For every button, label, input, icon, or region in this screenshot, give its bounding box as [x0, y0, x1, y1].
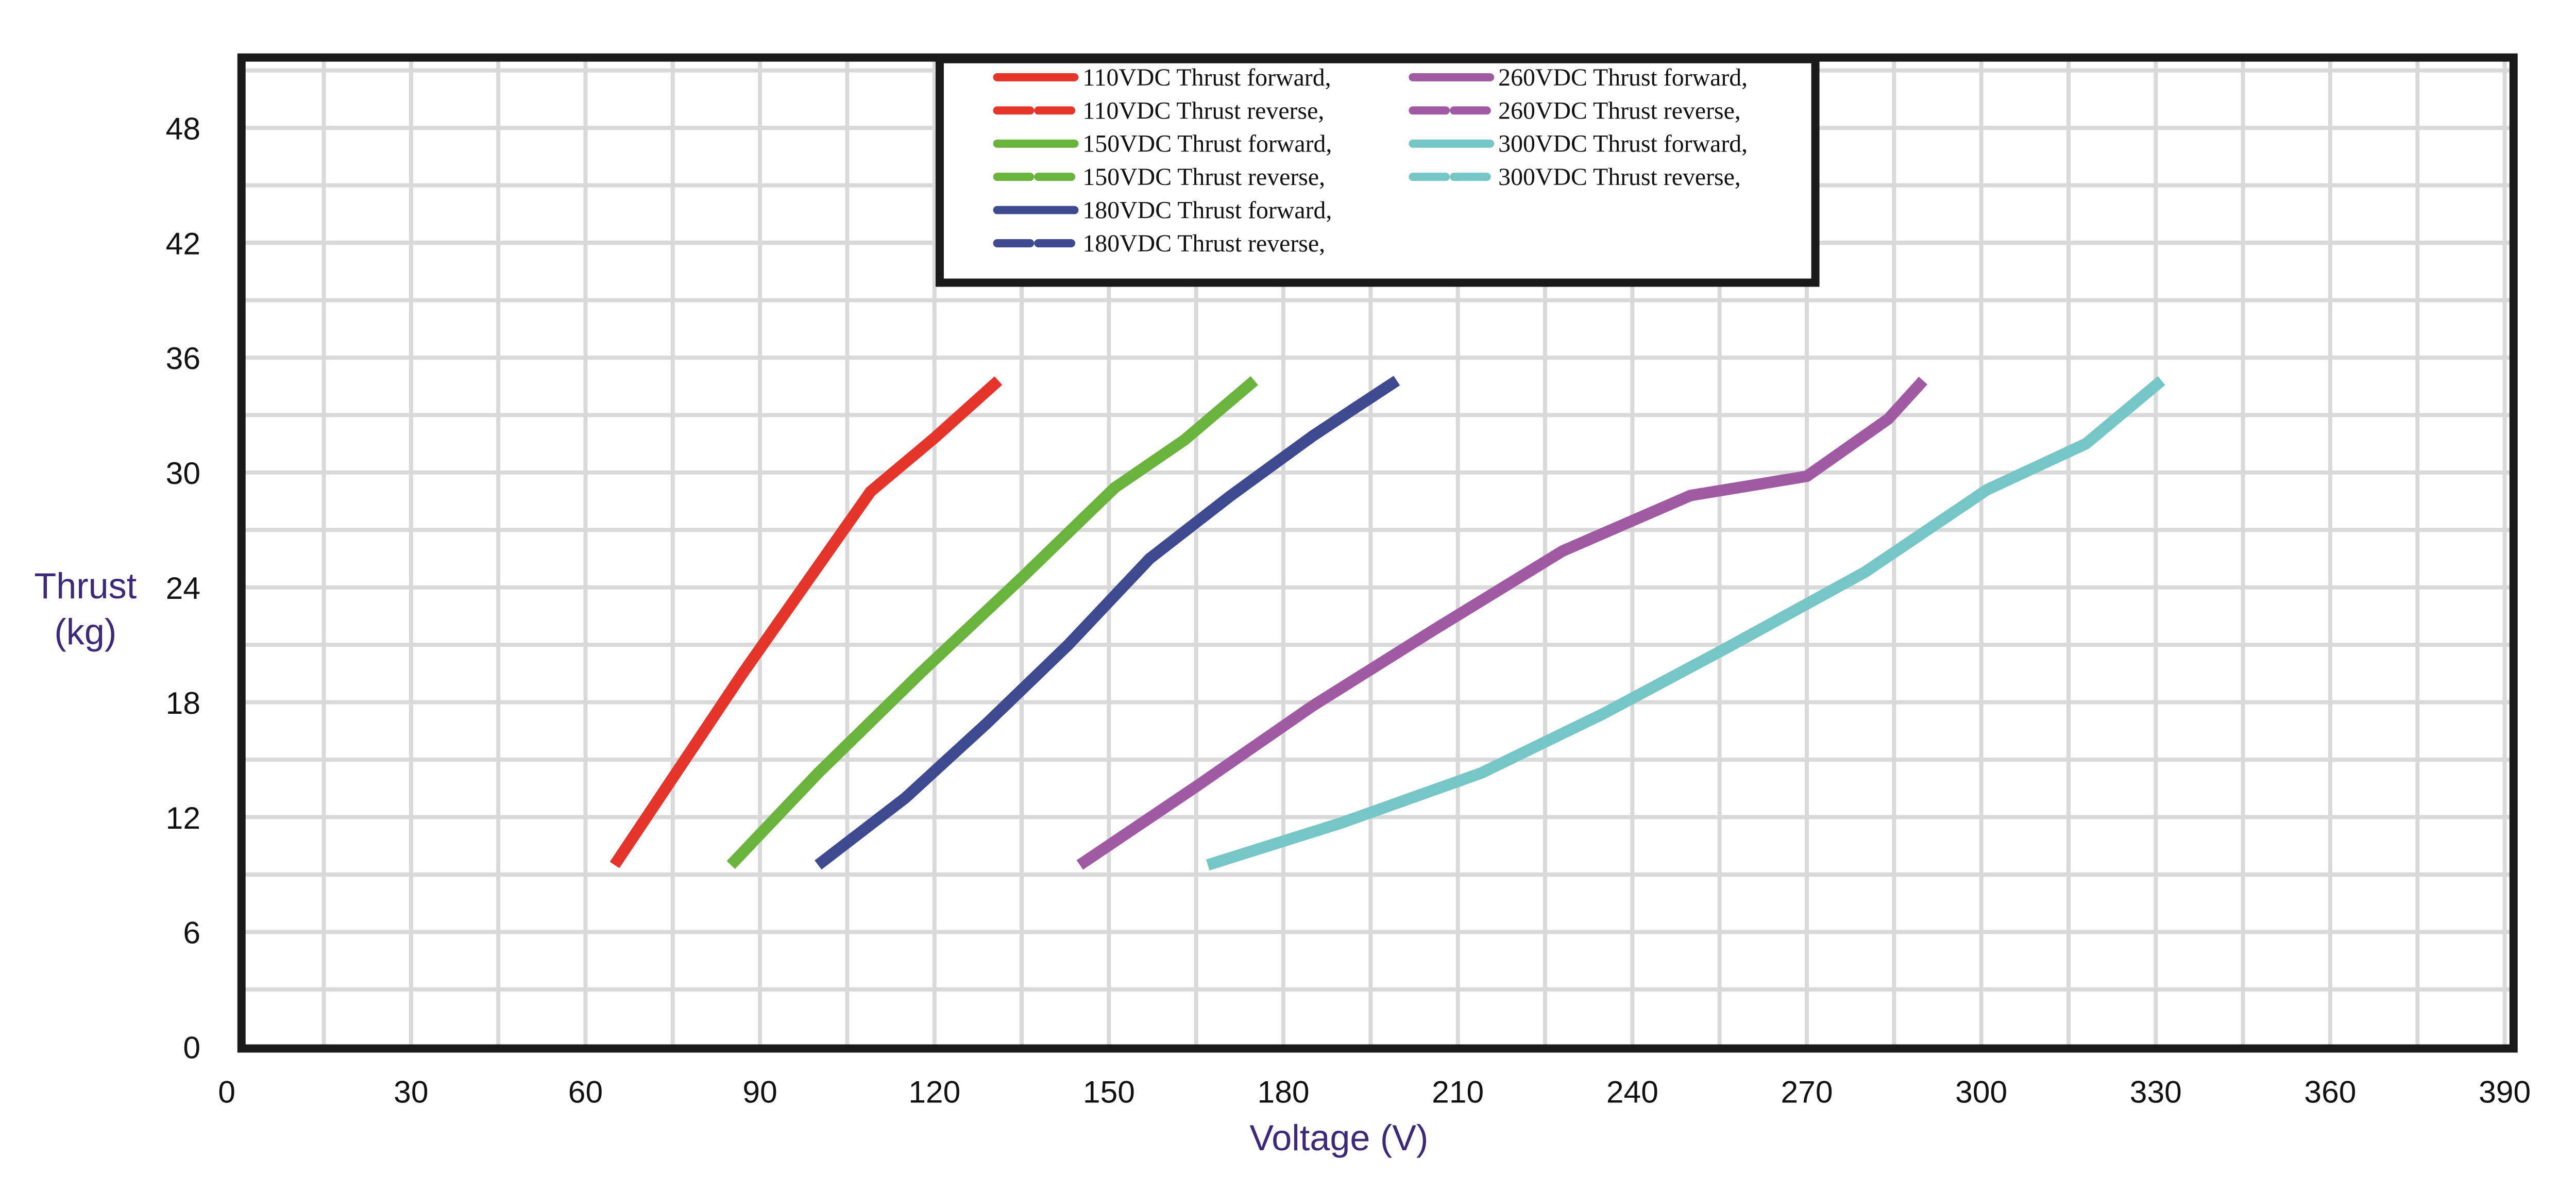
legend-label: 150VDC Thrust forward, — [1082, 130, 1332, 158]
legend-label: 180VDC Thrust reverse, — [1082, 230, 1325, 257]
x-tick-label: 90 — [742, 1075, 777, 1110]
series-line-150vdc-thrust-forward — [726, 376, 1258, 869]
x-tick-label: 120 — [908, 1075, 960, 1110]
x-tick-label: 150 — [1083, 1075, 1135, 1110]
y-axis-ticks: 0 6 12 18 24 30 36 42 48 — [166, 111, 200, 1065]
series-line-110vdc-thrust-reverse — [610, 377, 1002, 868]
x-tick-label: 330 — [2130, 1075, 2182, 1110]
x-tick-label: 210 — [1432, 1075, 1484, 1110]
legend-box — [936, 55, 1820, 287]
y-tick-label: 24 — [166, 571, 200, 606]
x-tick-label: 270 — [1781, 1075, 1833, 1110]
y-tick-label: 12 — [166, 800, 200, 835]
x-tick-label: 180 — [1258, 1075, 1310, 1110]
x-tick-label: 240 — [1606, 1075, 1658, 1110]
series-line-150vdc-thrust-reverse — [727, 377, 1258, 868]
legend-label: 300VDC Thrust reverse, — [1498, 163, 1741, 191]
legend-label: 150VDC Thrust reverse, — [1082, 163, 1325, 191]
series-line-300vdc-thrust-reverse — [1206, 377, 2165, 870]
x-tick-label: 300 — [1955, 1075, 2007, 1110]
x-tick-label: 60 — [568, 1075, 603, 1110]
x-tick-label: 360 — [2304, 1075, 2356, 1110]
series-line-260vdc-thrust-forward — [1076, 377, 1928, 870]
legend-label: 110VDC Thrust forward, — [1082, 64, 1331, 91]
legend-label: 260VDC Thrust reverse, — [1498, 97, 1741, 124]
y-tick-label: 42 — [166, 226, 200, 261]
legend-label: 260VDC Thrust forward, — [1498, 64, 1748, 91]
x-tick-label: 390 — [2479, 1075, 2531, 1110]
x-axis-ticks: 0 30 60 90 120 150 180 210 240 270 300 330 360 390 — [218, 1075, 2531, 1110]
legend-label: 300VDC Thrust forward, — [1498, 130, 1748, 158]
y-axis-label-line1: Thrust — [34, 565, 137, 606]
series-line-300vdc-thrust-forward — [1206, 376, 2165, 870]
series-lines — [609, 376, 2165, 870]
x-tick-label: 30 — [394, 1075, 428, 1110]
series-line-260vdc-thrust-reverse — [1077, 377, 1927, 869]
y-axis-label-line2: (kg) — [54, 611, 116, 652]
series-line-180vdc-thrust-reverse — [815, 376, 1400, 869]
legend-label: 180VDC Thrust forward, — [1082, 197, 1332, 224]
y-tick-label: 0 — [183, 1030, 200, 1065]
x-tick-label: 0 — [218, 1075, 235, 1110]
y-tick-label: 6 — [183, 915, 200, 950]
y-tick-label: 18 — [166, 685, 200, 720]
legend: 110VDC Thrust forward, 110VDC Thrust reve… — [936, 55, 1820, 287]
x-axis-label: Voltage (V) — [1249, 1117, 1428, 1158]
y-tick-label: 36 — [166, 341, 200, 376]
legend-label: 110VDC Thrust reverse, — [1082, 97, 1324, 124]
y-tick-label: 30 — [166, 456, 200, 491]
y-tick-label: 48 — [166, 111, 200, 146]
